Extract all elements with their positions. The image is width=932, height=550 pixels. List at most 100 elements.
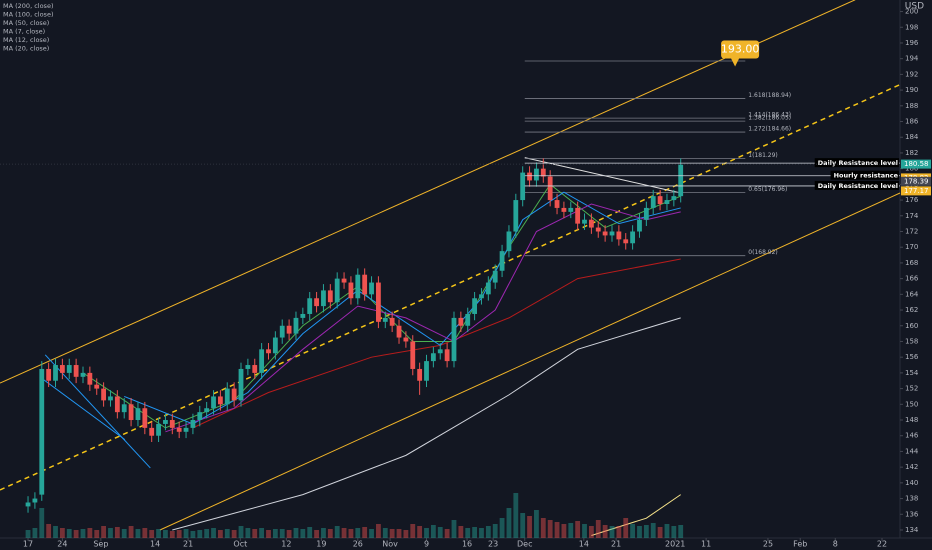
resistance-label: Daily Resistance level — [818, 159, 898, 167]
candle-body — [231, 388, 237, 401]
candle-body — [499, 251, 505, 271]
volume-bar — [300, 529, 306, 538]
target-box — [721, 40, 760, 59]
y-tick-label: 196 — [905, 39, 919, 47]
x-tick-label: 21 — [611, 540, 621, 549]
volume-bar — [561, 524, 567, 538]
candle-body — [376, 282, 381, 322]
candle-body — [272, 337, 278, 354]
candle-body — [321, 290, 326, 307]
volume-bar — [403, 530, 409, 538]
candle-body — [485, 282, 491, 295]
volume-bar — [595, 520, 601, 538]
candle-body — [156, 423, 161, 436]
candle-body — [217, 396, 223, 405]
candle-body — [197, 412, 203, 421]
legend-entry: MA (7, close) — [3, 28, 45, 36]
volume-bar — [169, 531, 175, 538]
volume-bar — [513, 493, 519, 538]
x-tick-label: 17 — [23, 540, 33, 549]
volume-bar — [472, 527, 477, 538]
candle-body — [142, 408, 148, 428]
candle-body — [169, 420, 175, 428]
candle-body — [451, 317, 457, 362]
candle-body — [540, 168, 546, 177]
candle-body — [465, 313, 471, 326]
candle-body — [224, 388, 230, 405]
x-tick-label: 14 — [150, 540, 160, 549]
volume-bar — [417, 526, 423, 538]
trend-line — [39, 376, 126, 441]
trend-line — [159, 192, 901, 531]
candle-body — [114, 396, 120, 413]
volume-bar — [396, 529, 402, 538]
volume-bar — [616, 526, 622, 538]
x-tick-label: Dec — [517, 540, 532, 549]
volume-bar — [314, 530, 319, 538]
candle-body — [176, 427, 182, 432]
volume-bar — [224, 529, 230, 538]
volume-bar — [286, 530, 292, 538]
y-tick-label: 192 — [905, 70, 918, 78]
price-tag-label: 177.17 — [904, 187, 929, 195]
legend-entry: MA (50, close) — [3, 19, 49, 27]
candle-body — [327, 290, 333, 303]
candle-body — [671, 196, 677, 201]
volume-bar — [575, 521, 581, 538]
volume-bar — [114, 527, 120, 538]
volume-bar — [128, 526, 134, 538]
volume-bar — [547, 520, 553, 538]
candle-body — [396, 325, 402, 338]
candle-body — [39, 368, 45, 495]
y-tick-label: 168 — [905, 259, 918, 267]
volume-bar — [238, 526, 244, 538]
candle-body — [46, 368, 52, 381]
candle-body — [602, 231, 608, 236]
fib-label: 0(168.92) — [748, 249, 778, 256]
volume-bar — [389, 529, 395, 538]
y-tick-label: 184 — [905, 133, 919, 141]
resistance-label: Daily Resistance level — [818, 182, 898, 190]
volume-bar — [266, 530, 271, 538]
price-tag-label: 178.39 — [904, 177, 929, 185]
candle-body — [444, 349, 450, 362]
candle-body — [643, 207, 649, 220]
candle-body — [417, 368, 423, 381]
y-tick-label: 188 — [905, 102, 918, 110]
x-tick-label: 22 — [877, 540, 887, 549]
volume-bar — [410, 524, 416, 538]
y-tick-label: 198 — [905, 23, 918, 31]
volume-bar — [492, 524, 498, 538]
candle-body — [80, 372, 86, 377]
volume-bar — [94, 530, 100, 538]
candle-body — [492, 270, 498, 283]
y-tick-label: 164 — [905, 290, 919, 298]
x-tick-label: 9 — [424, 540, 429, 549]
x-tick-label: 16 — [462, 540, 472, 549]
y-tick-label: 146 — [905, 432, 919, 440]
volume-bar — [245, 528, 251, 538]
volume-bar — [87, 528, 93, 538]
candle-body — [472, 298, 477, 314]
volume-bar — [664, 524, 670, 538]
x-tick-label: Sep — [93, 540, 108, 549]
volume-bar — [231, 530, 237, 538]
candle-body — [595, 227, 601, 232]
volume-bar — [678, 525, 684, 538]
volume-bar — [520, 513, 526, 538]
y-tick-label: 154 — [905, 369, 919, 377]
volume-bar — [355, 528, 361, 538]
resistance-label-bg — [830, 170, 899, 180]
candle-body — [355, 274, 361, 299]
candle-body — [73, 365, 79, 377]
y-tick-label: 142 — [905, 463, 918, 471]
volume-bar — [437, 527, 443, 538]
fib-label: 0.65(176.96) — [748, 186, 787, 193]
volume-bar — [623, 518, 629, 538]
volume-bar — [32, 528, 38, 538]
candle-body — [609, 231, 615, 236]
candle-body — [279, 325, 285, 338]
y-tick-label: 160 — [905, 322, 918, 330]
candle-body — [348, 282, 354, 299]
candle-body — [568, 207, 574, 212]
